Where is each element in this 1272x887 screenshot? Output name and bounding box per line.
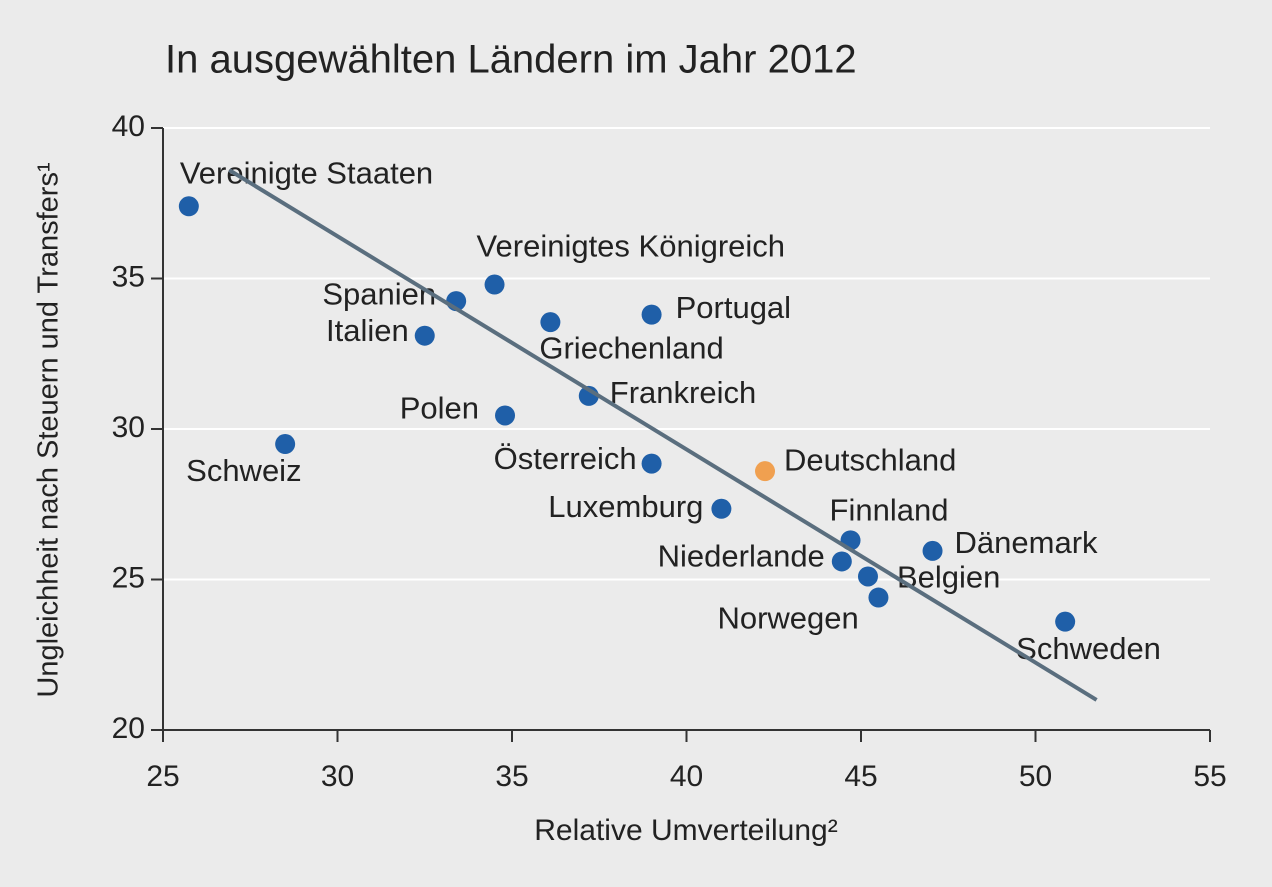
x-tick-label: 45: [844, 760, 877, 793]
point-label: Niederlande: [658, 539, 825, 574]
x-tick-label: 55: [1193, 760, 1226, 793]
x-tick-label: 40: [670, 760, 703, 793]
point-label: Schweden: [1016, 631, 1161, 666]
y-tick-label: 25: [112, 561, 145, 594]
point-label: Vereinigte Staaten: [180, 155, 433, 190]
chart-title: In ausgewählten Ländern im Jahr 2012: [165, 38, 857, 82]
point-label: Norwegen: [717, 601, 858, 636]
y-axis-label: Ungleichheit nach Steuern und Transfers¹: [33, 162, 65, 698]
point-label: Portugal: [676, 290, 791, 325]
x-tick-label: 30: [321, 760, 354, 793]
point-label: Dänemark: [955, 525, 1098, 560]
y-tick-label: 20: [112, 712, 145, 745]
x-axis-label: Relative Umverteilung²: [534, 814, 837, 847]
point-label: Deutschland: [784, 442, 956, 477]
point: [922, 540, 943, 561]
x-tick-label: 35: [495, 760, 528, 793]
point-label: Polen: [400, 391, 479, 426]
point: [495, 405, 516, 426]
point-label: Schweiz: [186, 453, 301, 488]
trendline: [228, 168, 1098, 702]
y-tick-label: 40: [112, 110, 145, 143]
point: [275, 434, 296, 455]
point-label: Vereinigtes Königreich: [477, 229, 785, 264]
x-tick-label: 50: [1019, 760, 1052, 793]
point: [178, 196, 199, 217]
point: [1055, 611, 1076, 632]
point: [868, 587, 889, 608]
point: [414, 325, 435, 346]
point-label: Österreich: [494, 441, 637, 476]
point: [641, 453, 662, 474]
point: [484, 274, 505, 295]
point-label: Finnland: [830, 493, 949, 528]
y-tick-label: 30: [112, 411, 145, 444]
point-label: Luxemburg: [548, 489, 703, 524]
point: [831, 551, 852, 572]
point-label: Frankreich: [610, 375, 756, 410]
y-tick-label: 35: [112, 260, 145, 293]
point-label: Italien: [326, 313, 409, 348]
point: [857, 566, 878, 587]
x-tick-label: 25: [146, 760, 179, 793]
point-label: Griechenland: [539, 330, 723, 365]
point: [641, 304, 662, 325]
point: [711, 498, 732, 519]
point-label: Spanien: [322, 276, 436, 311]
point: [540, 312, 561, 333]
point: [755, 461, 776, 482]
